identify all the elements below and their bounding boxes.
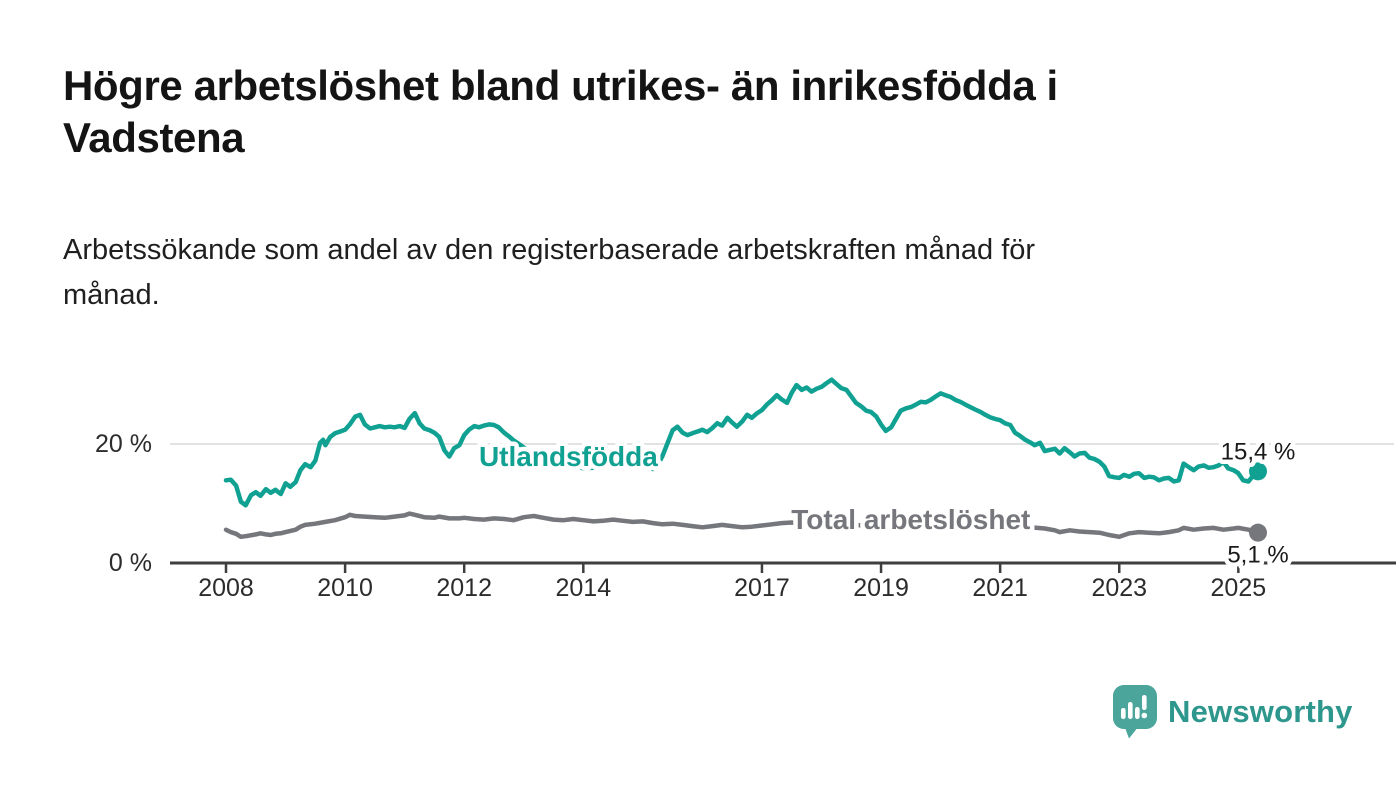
y-axis-labels: 20 % 0 % — [95, 430, 152, 577]
series-line-total — [223, 511, 1261, 540]
series-lines — [223, 377, 1261, 540]
x-tick-label: 2008 — [198, 574, 254, 602]
page-title-line1: Högre arbetslöshet bland utrikes- än inr… — [63, 62, 1058, 109]
bar-3 — [1135, 707, 1140, 719]
series-label-total: Total arbetslöshet — [791, 504, 1030, 535]
x-tick-label: 2017 — [734, 574, 790, 602]
x-tick-label: 2021 — [972, 574, 1028, 602]
bar-1 — [1121, 708, 1126, 719]
x-tick-label: 2023 — [1091, 574, 1147, 602]
chart-subtitle: Arbetssökande som andel av den registerb… — [63, 228, 1035, 318]
value-label-total: 5,1 % — [1227, 542, 1288, 569]
series-end-dot-utlandsfodda — [1249, 462, 1268, 481]
exclamation-bar — [1142, 695, 1147, 710]
x-tick-label: 2012 — [436, 574, 492, 602]
chart-subtitle-line2: månad. — [63, 278, 160, 311]
y-tick-label: 20 % — [95, 430, 152, 458]
chart-subtitle-line1: Arbetssökande som andel av den registerb… — [63, 234, 1036, 266]
exclamation-dot — [1141, 712, 1148, 719]
end-dots — [1249, 462, 1268, 542]
series-label-utlandsfodda: Utlandsfödda — [479, 441, 658, 472]
y-tick-label: 0 % — [109, 549, 152, 577]
x-tick-label: 2010 — [317, 574, 373, 602]
series-line-utlandsfodda — [223, 377, 1261, 508]
newsworthy-wordmark: Newsworthy — [1168, 694, 1353, 729]
x-tick-label: 2014 — [555, 574, 611, 602]
newsworthy-logo-icon — [1113, 685, 1157, 739]
x-tick-label: 2019 — [853, 574, 909, 602]
series-labels: Utlandsfödda Total arbetslöshet — [474, 436, 1034, 539]
value-labels: 15,4 % 5,1 % — [1216, 434, 1300, 573]
newsworthy-logo: Newsworthy — [1112, 684, 1353, 740]
page-title-line2: Vadstena — [63, 114, 245, 162]
series-end-dot-total — [1249, 523, 1268, 542]
page-title: Högre arbetslöshet bland utrikes- än inr… — [63, 60, 1058, 164]
bar-2 — [1128, 702, 1133, 719]
x-tick-label: 2025 — [1211, 574, 1267, 602]
value-label-utlandsfodda: 15,4 % — [1221, 438, 1296, 465]
x-axis-ticks: 2008 2010 2012 2014 2017 2019 2021 2023 2025 — [198, 563, 1266, 602]
